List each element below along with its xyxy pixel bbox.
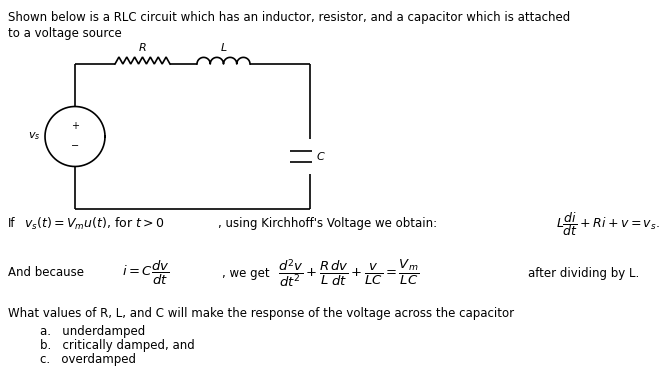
Text: $L\dfrac{di}{dt} + Ri + v = v_s.$: $L\dfrac{di}{dt} + Ri + v = v_s.$ (556, 210, 660, 238)
Text: after dividing by L.: after dividing by L. (528, 266, 640, 279)
Text: $C$: $C$ (316, 151, 326, 162)
Text: If: If (8, 217, 15, 231)
Text: $R$: $R$ (138, 41, 147, 53)
Text: What values of R, L, and C will make the response of the voltage across the capa: What values of R, L, and C will make the… (8, 307, 514, 320)
Text: a.   underdamped: a. underdamped (40, 324, 145, 338)
Text: −: − (71, 141, 79, 152)
Text: to a voltage source: to a voltage source (8, 27, 122, 40)
Text: $L$: $L$ (219, 41, 227, 54)
Text: $v_s(t) = V_m u(t)$, for $t > 0$: $v_s(t) = V_m u(t)$, for $t > 0$ (24, 216, 165, 232)
Text: b.   critically damped, and: b. critically damped, and (40, 338, 195, 352)
Text: +: + (71, 121, 79, 131)
Text: c.   overdamped: c. overdamped (40, 352, 136, 366)
Text: $v_s$: $v_s$ (27, 131, 40, 142)
Text: $i = C\dfrac{dv}{dt}$: $i = C\dfrac{dv}{dt}$ (122, 259, 170, 287)
Text: , we get: , we get (222, 266, 270, 279)
Text: $\dfrac{d^2v}{dt^2} + \dfrac{R}{L}\dfrac{dv}{dt} + \dfrac{v}{LC} = \dfrac{V_m}{L: $\dfrac{d^2v}{dt^2} + \dfrac{R}{L}\dfrac… (278, 257, 419, 289)
Text: Shown below is a RLC circuit which has an inductor, resistor, and a capacitor wh: Shown below is a RLC circuit which has a… (8, 11, 570, 24)
Text: And because: And because (8, 266, 84, 279)
Text: , using Kirchhoff's Voltage we obtain:: , using Kirchhoff's Voltage we obtain: (218, 217, 437, 231)
